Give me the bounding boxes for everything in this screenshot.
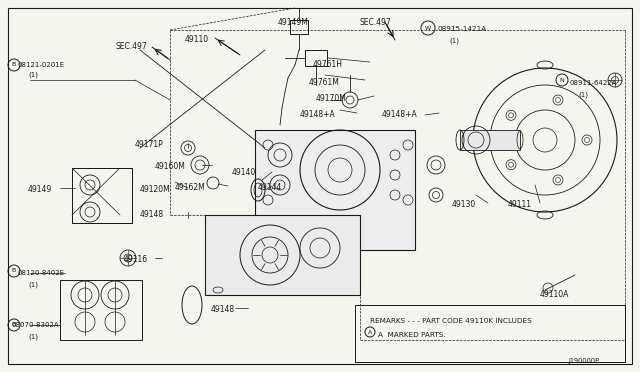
Text: 08070-8302A: 08070-8302A [12,322,60,328]
Text: 49148: 49148 [140,210,164,219]
FancyBboxPatch shape [460,130,520,150]
Text: SEC.497: SEC.497 [115,42,147,51]
Text: 49149: 49149 [28,185,52,194]
Text: B: B [12,269,16,273]
Text: 49110: 49110 [185,35,209,44]
Text: B: B [12,323,16,327]
Text: 49116: 49116 [124,255,148,264]
Text: REMARKS - - - PART CODE 49110K INCLUDES: REMARKS - - - PART CODE 49110K INCLUDES [370,318,532,324]
FancyBboxPatch shape [255,130,415,250]
Text: B: B [12,62,16,67]
Text: 49140: 49140 [232,168,256,177]
Text: (1): (1) [28,333,38,340]
Text: 08121-0201E: 08121-0201E [18,62,65,68]
Text: 49761H: 49761H [313,60,343,69]
Text: 49160M: 49160M [155,162,186,171]
Text: 49162M: 49162M [175,183,205,192]
Text: 49148+A: 49148+A [300,110,336,119]
Text: 49148: 49148 [211,305,235,314]
Text: 08120-8402E: 08120-8402E [18,270,65,276]
Text: 49148+A: 49148+A [382,110,418,119]
Text: 49170M: 49170M [316,94,347,103]
Text: 49120M: 49120M [140,185,171,194]
Text: J190000P: J190000P [568,358,599,364]
FancyBboxPatch shape [205,215,360,295]
Bar [355,305,625,362]
Text: N: N [559,77,564,83]
Text: (1): (1) [28,281,38,288]
Text: 49149M: 49149M [278,18,309,27]
Text: 49110A: 49110A [540,290,570,299]
Text: 49171P: 49171P [135,140,164,149]
Text: 49130: 49130 [452,200,476,209]
Text: 49111: 49111 [508,200,532,209]
Text: (1): (1) [449,37,459,44]
Text: 49761M: 49761M [309,78,340,87]
Text: SEC.497: SEC.497 [360,18,392,27]
Text: (1): (1) [578,91,588,97]
Text: 08911-6422A: 08911-6422A [570,80,618,86]
Text: 08915-1421A: 08915-1421A [437,26,486,32]
Text: 49144: 49144 [258,183,282,192]
Text: A  MARKED PARTS.: A MARKED PARTS. [378,332,445,338]
Text: W: W [425,26,431,31]
Text: A: A [368,330,372,334]
Text: (1): (1) [28,72,38,78]
